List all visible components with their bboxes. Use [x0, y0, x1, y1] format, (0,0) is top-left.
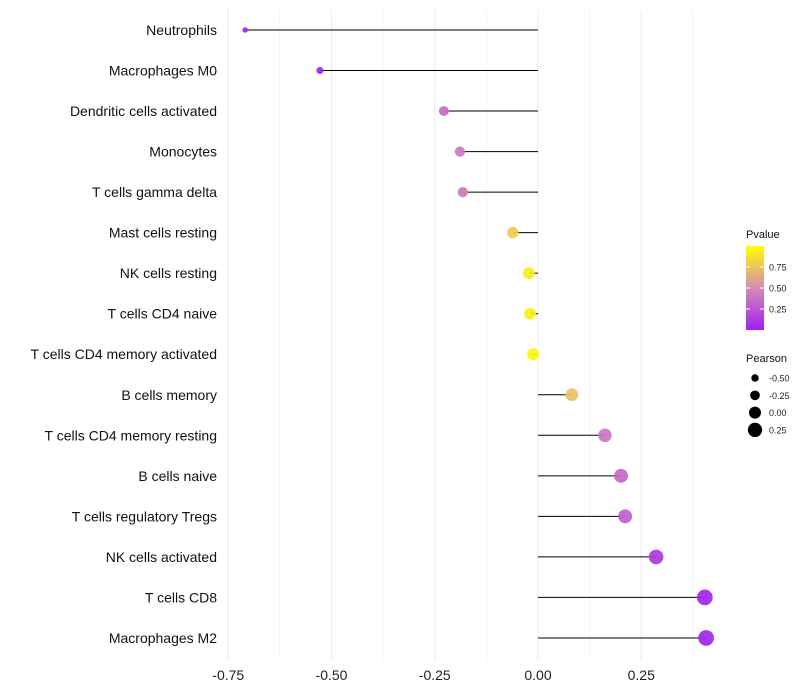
y-tick-label: T cells CD4 memory activated [31, 346, 217, 362]
y-tick-label: NK cells activated [106, 549, 217, 565]
lollipop-point [316, 66, 324, 75]
lollipop-point [242, 27, 248, 33]
y-tick-label: NK cells resting [120, 265, 217, 281]
y-tick-label: Macrophages M0 [109, 63, 217, 79]
y-tick-label: Mast cells resting [109, 225, 217, 241]
lollipop-point [457, 186, 468, 198]
lollipop-point [507, 226, 519, 239]
size-legend-label: 0.00 [769, 408, 787, 418]
x-tick-label: -0.25 [419, 667, 451, 683]
y-tick-label: T cells CD8 [145, 589, 217, 605]
y-tick-label: T cells CD4 memory resting [45, 427, 217, 443]
y-tick-label: T cells gamma delta [92, 184, 217, 200]
y-tick-label: T cells regulatory Tregs [72, 508, 217, 524]
x-tick-label: -0.75 [212, 667, 244, 683]
lollipop-point [438, 106, 449, 117]
y-tick-label: Macrophages M2 [109, 630, 217, 646]
size-legend-dot [749, 406, 761, 419]
lollipop-point [454, 146, 466, 157]
y-tick-label: Neutrophils [146, 22, 217, 38]
y-tick-label: T cells CD4 naive [108, 306, 218, 322]
lollipop-point [696, 589, 713, 606]
lollipop-point [524, 307, 537, 320]
color-legend-label: 0.50 [769, 284, 787, 294]
size-legend-dot [747, 422, 763, 438]
lollipop-point [527, 348, 539, 361]
size-legend-label: -0.25 [769, 391, 790, 401]
y-tick-label: B cells naive [138, 468, 217, 484]
color-legend-label: 0.75 [769, 263, 787, 273]
y-tick-label: B cells memory [121, 387, 217, 403]
lollipop-point [648, 549, 664, 565]
x-tick-label: 0.00 [524, 667, 551, 683]
x-tick-label: 0.25 [628, 667, 655, 683]
size-legend-label: 0.25 [769, 425, 787, 435]
size-legend-title: Pearson [746, 353, 787, 365]
lollipop-point [618, 509, 633, 524]
color-legend-title: Pvalue [746, 229, 780, 241]
lollipop-point [614, 468, 628, 483]
lollipop-point [523, 267, 535, 280]
x-tick-label: -0.50 [316, 667, 348, 683]
size-legend-label: -0.50 [769, 374, 790, 384]
y-tick-label: Monocytes [149, 144, 217, 160]
size-legend-dot [751, 374, 759, 382]
color-legend-bar [746, 246, 764, 330]
y-tick-label: Dendritic cells activated [70, 103, 217, 119]
size-legend-dot [750, 390, 760, 401]
lollipop-point [565, 388, 579, 402]
lollipop-point [598, 428, 612, 443]
lollipop-point [698, 630, 714, 646]
color-legend-label: 0.25 [769, 305, 787, 315]
